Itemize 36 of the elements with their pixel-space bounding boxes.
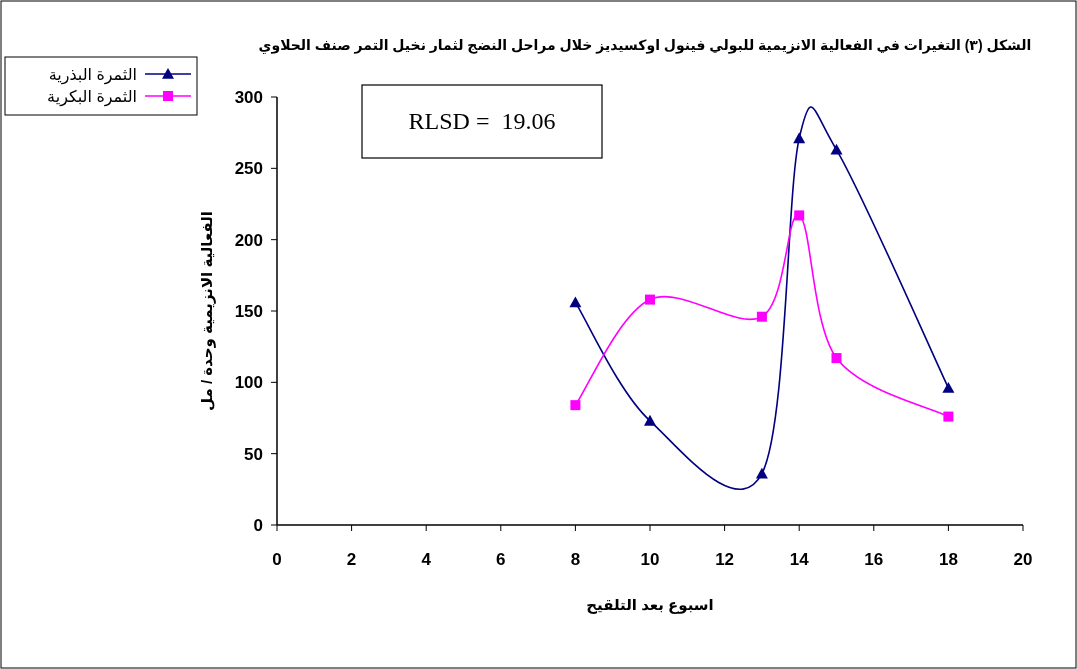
point — [755, 467, 768, 479]
point — [644, 414, 656, 426]
legend-label: الثمرة البذرية — [48, 66, 137, 85]
point — [793, 132, 806, 144]
legend-label: الثمرة البكرية — [47, 88, 137, 107]
x-tick-label: 8 — [570, 550, 581, 569]
x-tick-label: 12 — [715, 550, 735, 569]
x-axis-title: اسبوع بعد التلقيح — [586, 596, 714, 614]
y-tick-label: 300 — [234, 88, 263, 107]
point — [569, 296, 582, 308]
x-tick-label: 10 — [640, 550, 660, 569]
x-tick-label: 20 — [1013, 550, 1033, 569]
x-tick-label: 0 — [272, 550, 282, 569]
y-tick-label: 200 — [234, 230, 263, 250]
x-tick-label: 2 — [346, 550, 357, 569]
point — [830, 143, 843, 155]
y-tick-label: 150 — [234, 302, 263, 321]
point — [943, 411, 954, 422]
point — [942, 382, 955, 393]
y-tick-label: 50 — [244, 444, 263, 464]
chart-title: الشكل (٣) التغيرات في الفعالية الانزيمية للبولي فينول اوكسيديز خلال مراحل النضج لثمار نخيل التمر صنف الحلاوي — [258, 37, 1032, 55]
x-tick-label: 6 — [496, 550, 506, 569]
y-tick-label: 0 — [253, 516, 263, 535]
x-tick-label: 18 — [938, 550, 958, 569]
point — [756, 311, 767, 322]
point — [570, 400, 581, 411]
point — [794, 210, 805, 221]
y-axis-title: الفعالية الانزيمية وحدة / مل — [198, 211, 216, 411]
annotation: RLSD = 19.06 — [408, 108, 556, 134]
x-tick-label: 14 — [789, 550, 810, 569]
x-tick-label: 16 — [864, 550, 884, 569]
point — [645, 294, 655, 305]
y-tick-label: 100 — [234, 373, 263, 393]
x-tick-label: 4 — [421, 550, 432, 569]
point — [831, 353, 842, 364]
y-tick-label: 250 — [234, 159, 263, 179]
